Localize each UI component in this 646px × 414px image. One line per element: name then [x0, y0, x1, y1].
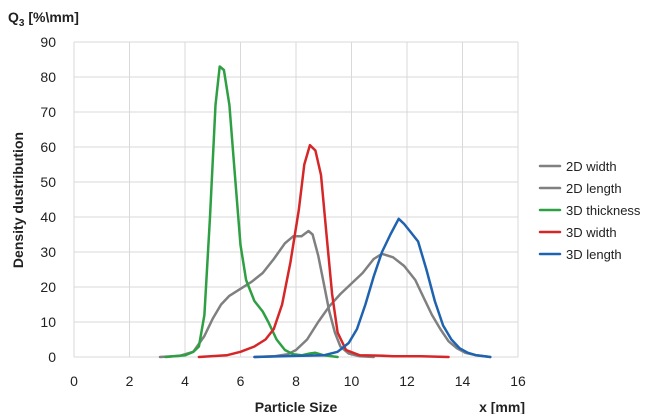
x-axis-label: Particle Size — [255, 399, 338, 414]
y-tick-label: 30 — [40, 244, 56, 260]
x-unit-label: x [mm] — [479, 399, 525, 414]
y-tick-label: 70 — [40, 104, 56, 120]
y-unit-label: Q3 [%\mm] — [8, 9, 79, 29]
y-tick-label: 0 — [48, 349, 56, 365]
y-axis-label: Density dustribution — [10, 132, 26, 268]
legend-entry: 3D thickness — [566, 203, 641, 218]
series-line-1 — [158, 229, 375, 359]
y-tick-label: 50 — [40, 174, 56, 190]
grid — [73, 41, 519, 358]
y-tick-label: 80 — [40, 69, 56, 85]
series-line-5 — [253, 217, 492, 359]
x-tick-label: 4 — [181, 373, 189, 389]
y-tick-label: 20 — [40, 279, 56, 295]
legend-entry: 2D width — [566, 159, 617, 174]
x-tick-label: 14 — [455, 373, 471, 389]
series-line-4 — [197, 143, 450, 359]
y-tick-label: 10 — [40, 314, 56, 330]
series-lines — [158, 65, 492, 359]
x-tick-label: 12 — [399, 373, 415, 389]
x-tick-label: 6 — [237, 373, 245, 389]
x-tick-label: 2 — [126, 373, 134, 389]
x-tick-label: 10 — [344, 373, 360, 389]
legend-entry: 3D width — [566, 225, 617, 240]
legend-entry: 2D length — [566, 181, 622, 196]
tick-labels: 0 2 4 6 8 10 12 14 16 0 10 20 30 40 50 60 70 80 90 — [40, 34, 526, 389]
x-tick-label: 8 — [292, 373, 300, 389]
series-line-3 — [164, 65, 339, 359]
y-tick-label: 60 — [40, 139, 56, 155]
x-tick-label: 16 — [510, 373, 526, 389]
y-tick-label: 90 — [40, 34, 56, 50]
x-tick-label: 0 — [70, 373, 78, 389]
y-tick-label: 40 — [40, 209, 56, 225]
legend: 2D width 2D length 3D thickness 3D width 3D … — [538, 159, 641, 262]
legend-entry: 3D length — [566, 247, 622, 262]
